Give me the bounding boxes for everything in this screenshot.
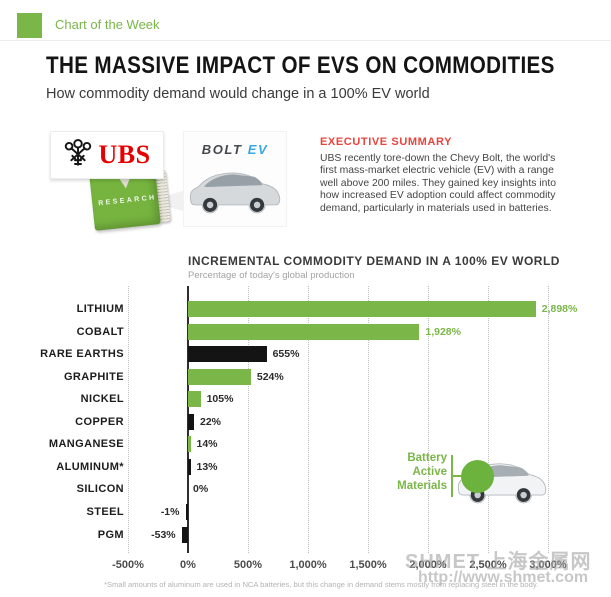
callout-line: Battery: [407, 452, 447, 464]
chart-of-week-square-icon: [17, 13, 42, 38]
bar-graphite: [188, 368, 251, 385]
category-label-nickel: NICKEL: [80, 393, 124, 406]
bar-manganese: [188, 436, 191, 453]
callout-line: Active: [412, 466, 447, 478]
bolt-ev-logo: BOLT EV: [184, 142, 286, 157]
category-label-steel: STEEL: [86, 505, 124, 518]
chart-subtitle: Percentage of today's global production: [188, 270, 355, 281]
value-label-cobalt: 1,928%: [425, 325, 461, 338]
gridline: [548, 286, 549, 553]
value-label-graphite: 524%: [256, 370, 284, 383]
ev-wordmark: EV: [247, 142, 269, 157]
research-label: RESEARCH: [97, 194, 157, 208]
chart-title: INCREMENTAL COMMODITY DEMAND IN A 100% E…: [188, 254, 560, 268]
x-tick-label: 1,000%: [289, 559, 327, 571]
category-label-cobalt: COBALT: [76, 325, 124, 338]
category-label-lithium: LITHIUM: [76, 303, 124, 315]
callout-line: Materials: [397, 480, 447, 492]
bar-pgm: [181, 526, 188, 543]
x-tick-label: 2,500%: [469, 559, 507, 571]
value-label-aluminum: 13%: [196, 460, 218, 473]
bar-aluminum: [188, 458, 191, 475]
chevy-bolt-car-image: [189, 172, 281, 214]
value-label-rare-earths: 655%: [272, 348, 300, 361]
executive-summary-body: UBS recently tore-down the Chevy Bolt, t…: [320, 153, 557, 214]
x-tick-label: 3,000%: [529, 559, 567, 571]
executive-summary-heading: EXECUTIVE SUMMARY: [320, 136, 453, 148]
value-label-copper: 22%: [200, 415, 222, 428]
header-divider: [0, 40, 611, 41]
bar-nickel: [188, 391, 201, 408]
gridline: [248, 286, 249, 553]
x-tick-label: 500%: [233, 559, 263, 571]
ubs-crossed-keys-icon: [65, 139, 92, 166]
gridline: [308, 286, 309, 553]
value-label-steel: -1%: [160, 505, 180, 518]
bolt-ev-panel: BOLT EV: [183, 131, 287, 227]
gridline: [368, 286, 369, 553]
category-label-manganese: MANGANESE: [48, 438, 124, 451]
value-label-nickel: 105%: [206, 393, 234, 406]
x-tick-label: 2,000%: [409, 559, 447, 571]
value-label-lithium: 2,898%: [541, 303, 578, 315]
chart-of-week-label: Chart of the Week: [55, 17, 160, 32]
category-label-copper: COPPER: [75, 415, 124, 428]
x-tick-label: -500%: [112, 559, 144, 571]
battery-callout-label: Battery Active Materials: [375, 451, 447, 493]
bar-steel: [185, 503, 188, 520]
bar-cobalt: [188, 323, 420, 340]
gridline: [128, 286, 129, 553]
category-label-graphite: GRAPHITE: [63, 370, 124, 383]
gridline: [488, 286, 489, 553]
callout-connector-line: [451, 475, 463, 477]
category-label-pgm: PGM: [97, 528, 124, 541]
footnote: *Small amounts of aluminum are used in N…: [104, 580, 539, 589]
page-subtitle: How commodity demand would change in a 1…: [46, 86, 430, 102]
bar-lithium: [188, 301, 536, 317]
value-label-pgm: -53%: [151, 528, 176, 541]
battery-highlight-circle-icon: [461, 460, 494, 493]
x-tick-label: 0%: [180, 559, 196, 571]
page-title: THE MASSIVE IMPACT OF EVS ON COMMODITIES: [46, 52, 555, 79]
ubs-logo-card: UBS: [50, 131, 164, 179]
bar-copper: [188, 413, 194, 430]
ubs-wordmark: UBS: [98, 140, 151, 169]
value-label-manganese: 14%: [196, 438, 218, 451]
category-label-rare-earths: RARE EARTHS: [40, 348, 124, 361]
category-label-aluminum: ALUMINUM*: [56, 460, 124, 473]
x-tick-label: 1,500%: [349, 559, 387, 571]
bar-rare-earths: [188, 346, 267, 363]
bolt-wordmark: BOLT: [201, 142, 243, 157]
value-label-silicon: 0%: [193, 483, 209, 496]
gridline: [428, 286, 429, 553]
category-label-silicon: SILICON: [76, 483, 124, 496]
